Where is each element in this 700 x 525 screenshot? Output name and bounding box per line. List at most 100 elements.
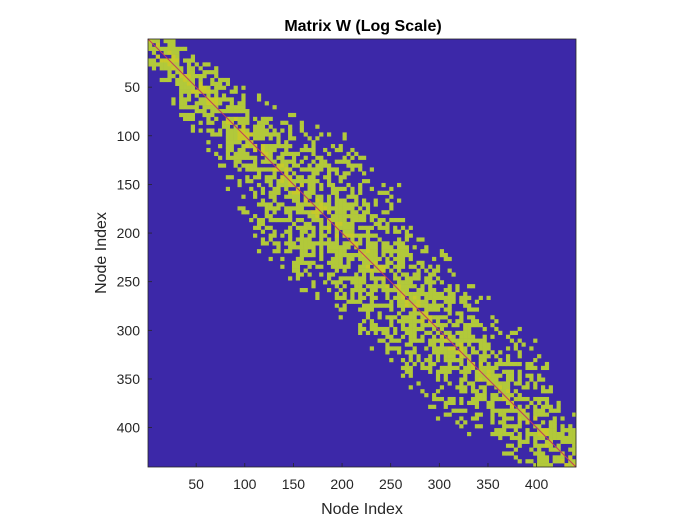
matrix-cell [210,70,215,75]
chart-title: Matrix W (Log Scale) [284,18,441,35]
matrix-cell [295,264,301,269]
matrix-cell [190,54,195,59]
matrix-cell [229,109,234,114]
matrix-cell [389,288,394,293]
matrix-cell [362,288,367,293]
matrix-cell [373,253,378,258]
matrix-cell [459,295,464,300]
matrix-cell [334,291,339,297]
matrix-cell [435,350,441,355]
matrix-cell [303,249,308,254]
matrix-cell [260,144,266,149]
matrix-cell [509,443,515,448]
matrix-cell [307,210,312,215]
matrix-cell [342,276,347,281]
matrix-cell [432,338,437,343]
matrix-cell [463,389,468,394]
matrix-cell [490,400,495,406]
matrix-cell [272,159,277,164]
matrix-cell [365,315,371,320]
matrix-cell [253,214,258,219]
matrix-cell [342,225,347,230]
matrix-cell [373,260,378,265]
matrix-cell [416,381,421,386]
matrix-cell [237,182,242,188]
matrix-cell [280,159,285,164]
matrix-cell [404,361,409,367]
matrix-cell [517,361,522,367]
matrix-cell [362,233,367,238]
matrix-cell [544,404,550,409]
matrix-cell [540,428,546,433]
matrix-cell [358,284,363,289]
matrix-cell [556,459,561,464]
matrix-cell [299,256,304,262]
matrix-cell [443,358,448,363]
matrix-cell [424,311,429,316]
matrix-cell [490,416,495,421]
y-axis-label: Node Index [93,212,110,294]
matrix-cell [338,225,343,230]
matrix-cell [373,202,378,207]
matrix-cell [338,144,343,149]
matrix-cell [455,330,460,336]
matrix-cell [280,202,285,207]
matrix-cell [303,210,308,215]
matrix-cell [486,369,491,374]
matrix-cell [221,93,227,98]
matrix-cell [404,299,409,304]
matrix-cell [167,74,172,79]
matrix-cell [373,288,378,293]
matrix-cell [311,140,316,145]
matrix-cell [400,303,406,308]
matrix-cell [385,198,390,203]
matrix-cell [194,101,199,106]
matrix-cell [291,221,297,227]
matrix-cell [330,214,336,219]
matrix-cell [256,93,262,98]
matrix-cell [241,109,246,114]
matrix-cell [393,330,398,336]
matrix-cell [323,241,328,246]
matrix-cell [260,167,266,172]
matrix-cell [358,217,363,223]
matrix-cell [537,354,542,359]
matrix-cell [404,326,409,332]
matrix-cell [509,393,515,398]
matrix-cell [218,155,223,160]
matrix-cell [397,280,402,285]
matrix-cell [365,202,371,207]
matrix-cell [354,194,359,199]
matrix-cell [443,400,448,406]
matrix-cell [435,303,441,308]
matrix-cell [179,74,184,79]
matrix-cell [393,272,398,277]
matrix-cell [459,361,464,367]
matrix-cell [509,416,515,421]
matrix-cell [509,431,515,437]
matrix-cell [439,334,445,339]
matrix-cell [319,264,324,269]
matrix-cell [362,295,367,300]
matrix-cell [478,396,483,402]
matrix-cell [186,93,192,98]
matrix-cell [346,206,351,211]
matrix-cell [206,62,211,67]
matrix-cell [385,303,390,308]
matrix-cell [299,202,304,207]
matrix-cell [214,70,219,75]
matrix-cell [194,109,199,114]
matrix-cell [175,54,180,59]
matrix-cell [268,179,273,184]
matrix-cell [517,350,522,355]
matrix-cell [311,280,316,285]
matrix-cell [233,85,238,90]
matrix-cell [428,284,433,289]
matrix-cell [404,319,409,324]
matrix-cell [544,400,550,406]
matrix-cell [276,140,281,145]
matrix-cell [533,443,538,448]
matrix-cell [400,326,406,332]
matrix-cell [272,241,277,246]
matrix-cell [288,190,293,195]
